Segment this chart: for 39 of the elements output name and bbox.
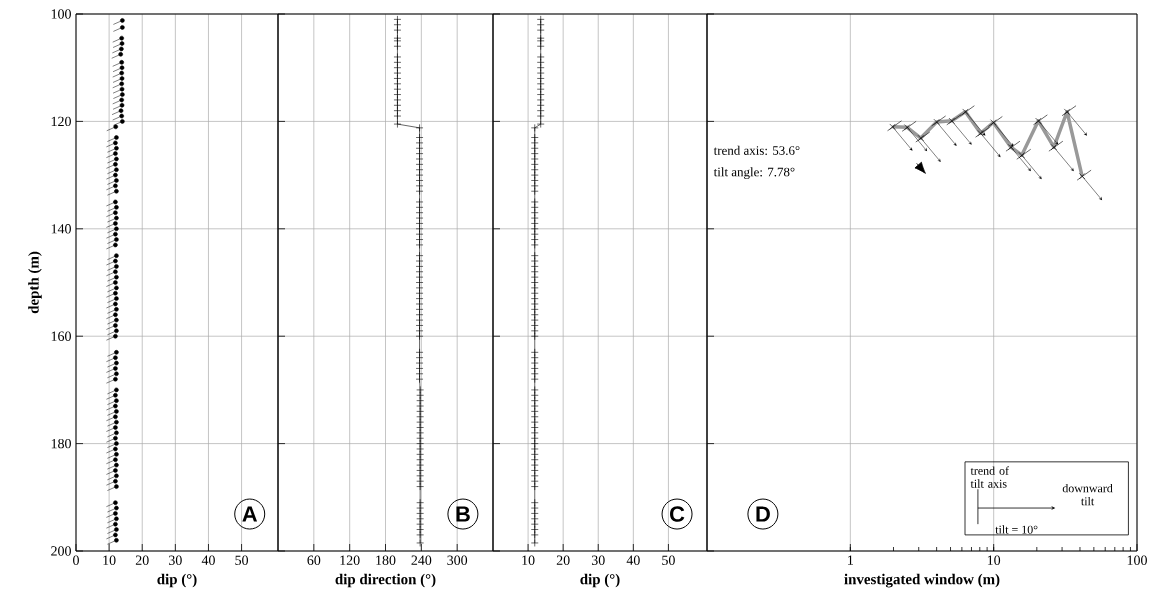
x-axis-title: dip (°) <box>157 573 197 588</box>
x-tick-label: 40 <box>201 555 215 565</box>
x-tick-label: 10 <box>522 555 535 565</box>
x-tick-label: 40 <box>626 555 640 565</box>
y-axis-title: depth (m) <box>28 251 42 314</box>
annotation: trend of tilt axis <box>970 466 1010 488</box>
x-tick-label: 10 <box>987 555 1001 565</box>
x-tick-label: 50 <box>662 555 675 565</box>
x-axis-title: dip (°) <box>580 573 620 588</box>
x-tick-label: 100 <box>1127 555 1147 565</box>
x-tick-label: 20 <box>135 555 149 565</box>
x-tick-label: 1 <box>848 555 853 565</box>
x-tick-label: 180 <box>376 555 396 565</box>
x-tick-label: 10 <box>103 555 116 565</box>
x-tick-label: 50 <box>235 555 249 565</box>
x-axis-title: dip direction (°) <box>335 573 436 588</box>
annotation: tilt = 10° <box>995 525 1038 534</box>
x-axis-title: investigated window (m) <box>844 573 1000 588</box>
annotation: B <box>456 506 470 522</box>
x-tick-label: 120 <box>340 555 360 565</box>
x-tick-label: 0 <box>73 555 79 565</box>
x-tick-label: 30 <box>591 555 605 565</box>
x-tick-label: 20 <box>556 555 570 565</box>
y-tick-label: 140 <box>51 224 71 234</box>
y-tick-label: 160 <box>51 331 71 341</box>
annotation: trend axis: 53.6° <box>713 145 800 155</box>
annotation: D <box>756 506 770 522</box>
x-tick-label: 60 <box>307 555 321 565</box>
y-tick-label: 200 <box>51 546 71 556</box>
y-tick-label: 100 <box>51 9 71 19</box>
y-tick-label: 120 <box>51 116 71 127</box>
annotation: downward tilt <box>1062 483 1113 506</box>
annotation: tilt angle: 7.78° <box>713 167 795 180</box>
y-tick-label: 180 <box>51 438 71 449</box>
annotation: C <box>670 506 685 522</box>
annotation: A <box>242 506 258 522</box>
x-tick-label: 300 <box>447 555 468 565</box>
x-tick-label: 30 <box>169 555 182 565</box>
x-tick-label: 240 <box>411 555 432 565</box>
